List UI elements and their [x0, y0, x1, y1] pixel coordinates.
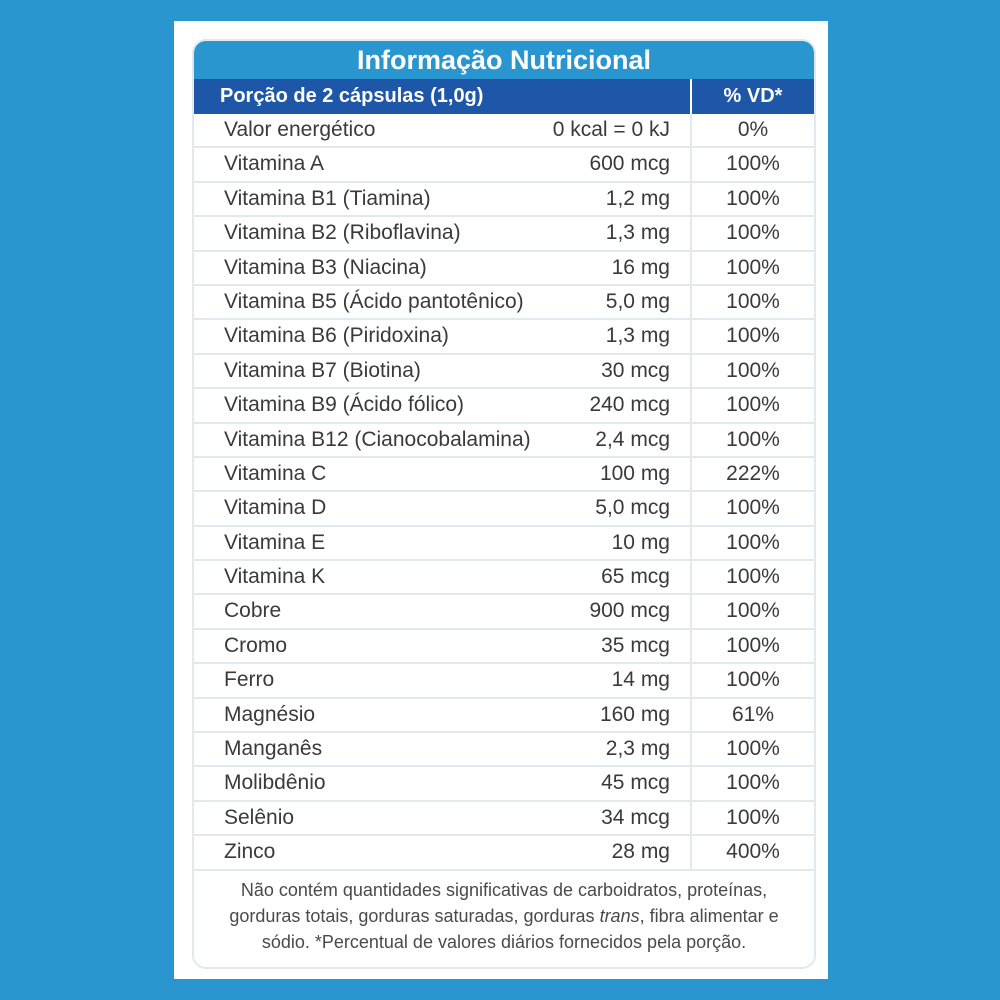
nutrient-amount: 1,2 mg — [524, 182, 692, 216]
table-row: Ferro 14 mg 100% — [194, 664, 814, 699]
nutrient-amount: 65 mcg — [524, 561, 692, 594]
vd-header: % VD* — [723, 85, 783, 107]
nutrient-amount: 600 mcg — [524, 148, 692, 181]
nutrient-name: Cobre — [224, 599, 282, 623]
table-row: Vitamina D 5,0 mcg 100% — [194, 492, 814, 527]
nutrient-amount: 900 mcg — [524, 595, 692, 628]
nutrient-vd: 100% — [726, 633, 780, 657]
nutrient-vd: 400% — [726, 840, 780, 864]
nutrient-name: Vitamina B1 (Tiamina) — [224, 186, 431, 210]
table-row: Vitamina A 600 mcg 100% — [194, 148, 814, 183]
nutrient-vd: 100% — [726, 186, 780, 210]
nutrient-vd: 100% — [726, 324, 780, 348]
nutrient-vd: 100% — [726, 427, 780, 451]
table-row: Vitamina B2 (Riboflavina) 1,3 mg 100% — [194, 217, 814, 252]
nutrient-name: Vitamina E — [224, 530, 326, 554]
nutrient-amount: 30 mcg — [524, 354, 692, 388]
table-row: Selênio 34 mcg 100% — [194, 801, 814, 837]
nutrient-name: Valor energético — [224, 118, 376, 141]
nutrient-amount: 1,3 mg — [524, 320, 692, 353]
table-title: Informação Nutricional — [194, 41, 814, 79]
nutrient-name: Vitamina B7 (Biotina) — [224, 358, 421, 382]
nutrient-amount: 28 mg — [524, 836, 692, 869]
nutrient-name: Vitamina C — [224, 461, 327, 485]
nutrient-vd: 100% — [726, 255, 780, 279]
table-row: Vitamina C 100 mg 222% — [194, 457, 814, 493]
nutrient-vd: 100% — [726, 530, 780, 554]
nutrient-amount: 240 mcg — [524, 389, 692, 422]
nutrient-name: Vitamina B9 (Ácido fólico) — [224, 393, 465, 417]
nutrient-name: Ferro — [224, 668, 275, 692]
nutrient-vd: 100% — [726, 668, 780, 692]
nutrient-amount: 16 mg — [524, 251, 692, 284]
nutrient-vd: 100% — [726, 565, 780, 589]
nutrient-name: Vitamina B2 (Riboflavina) — [224, 221, 461, 245]
nutrient-vd: 100% — [726, 358, 780, 382]
nutrient-vd: 100% — [726, 599, 780, 623]
portion-label: Porção de 2 cápsulas (1,0g) — [194, 79, 692, 114]
nutrient-name: Vitamina B5 (Ácido pantotênico) — [224, 289, 524, 313]
table-row: Valor energético 0 kcal = 0 kJ 0% — [194, 114, 814, 149]
table-row: Manganês 2,3 mg 100% — [194, 733, 814, 768]
footnote-italic: trans — [599, 905, 640, 926]
nutrient-amount: 1,3 mg — [524, 217, 692, 250]
nutrient-name: Vitamina B3 (Niacina) — [224, 255, 427, 279]
table-row: Zinco 28 mg 400% — [194, 836, 814, 871]
nutrient-amount: 2,3 mg — [524, 733, 692, 766]
table-subheader: Porção de 2 cápsulas (1,0g) % VD* — [194, 79, 814, 114]
nutrient-name: Vitamina B6 (Piridoxina) — [224, 324, 449, 348]
nutrient-vd: 100% — [726, 152, 780, 176]
label-card: Informação Nutricional Porção de 2 cápsu… — [174, 21, 828, 979]
table-row: Vitamina K 65 mcg 100% — [194, 561, 814, 596]
table-row: Vitamina B6 (Piridoxina) 1,3 mg 100% — [194, 320, 814, 355]
table-row: Vitamina E 10 mg 100% — [194, 526, 814, 562]
nutrient-name: Vitamina A — [224, 152, 325, 176]
nutrient-vd: 100% — [726, 771, 780, 795]
nutrient-name: Vitamina D — [224, 496, 327, 520]
nutrient-name: Vitamina B12 (Cianocobalamina) — [224, 427, 531, 451]
table-row: Cromo 35 mcg 100% — [194, 629, 814, 665]
nutrient-amount: 5,0 mcg — [524, 492, 692, 525]
nutrient-amount: 5,0 mg — [524, 285, 692, 319]
nutrient-name: Manganês — [224, 737, 323, 761]
nutrient-vd: 61% — [731, 702, 775, 726]
nutrient-amount: 34 mcg — [524, 801, 692, 835]
nutrient-vd: 100% — [726, 289, 780, 313]
nutrient-name: Vitamina K — [224, 565, 326, 589]
nutrient-amount: 45 mcg — [524, 767, 692, 800]
nutrient-vd: 100% — [726, 221, 780, 245]
table-row: Vitamina B9 (Ácido fólico) 240 mcg 100% — [194, 389, 814, 424]
nutrient-name: Zinco — [224, 840, 276, 864]
table-row: Vitamina B7 (Biotina) 30 mcg 100% — [194, 354, 814, 390]
nutrient-vd: 100% — [726, 393, 780, 417]
table-row: Vitamina B3 (Niacina) 16 mg 100% — [194, 251, 814, 286]
nutrient-vd: 100% — [726, 737, 780, 761]
footnote-text-1: Não contém quantidades significativas de… — [229, 879, 768, 926]
nutrient-vd: 100% — [726, 805, 780, 829]
nutrient-name: Cromo — [224, 633, 288, 657]
nutrient-name: Molibdênio — [224, 771, 326, 795]
nutrient-vd: 100% — [726, 496, 780, 520]
table-row: Vitamina B1 (Tiamina) 1,2 mg 100% — [194, 182, 814, 218]
nutrient-name: Magnésio — [224, 702, 316, 726]
footnote-text-2: , fibra alimentar e sódio. *Percentual d… — [261, 905, 779, 952]
table-row: Molibdênio 45 mcg 100% — [194, 767, 814, 802]
nutrient-amount: 0 kcal = 0 kJ — [524, 114, 692, 147]
nutrient-rows: Valor energético 0 kcal = 0 kJ 0% Vitamina … — [194, 114, 814, 871]
table-row: Cobre 900 mcg 100% — [194, 595, 814, 630]
nutrient-name: Selênio — [224, 805, 295, 829]
nutrition-table: Informação Nutricional Porção de 2 cápsu… — [192, 39, 816, 969]
nutrient-amount: 2,4 mcg — [524, 423, 692, 456]
nutrient-vd: 0% — [737, 118, 769, 141]
nutrient-amount: 14 mg — [524, 664, 692, 697]
nutrient-vd: 222% — [726, 461, 780, 485]
nutrient-amount: 35 mcg — [524, 629, 692, 663]
nutrient-amount: 10 mg — [524, 526, 692, 560]
table-row: Vitamina B12 (Cianocobalamina) 2,4 mcg 100… — [194, 423, 814, 458]
table-row: Vitamina B5 (Ácido pantotênico) 5,0 mg 100… — [194, 285, 814, 321]
footnote: Não contém quantidades significativas de… — [194, 871, 814, 955]
table-row: Magnésio 160 mg 61% — [194, 698, 814, 734]
nutrient-amount: 100 mg — [524, 457, 692, 491]
nutrient-amount: 160 mg — [524, 698, 692, 732]
